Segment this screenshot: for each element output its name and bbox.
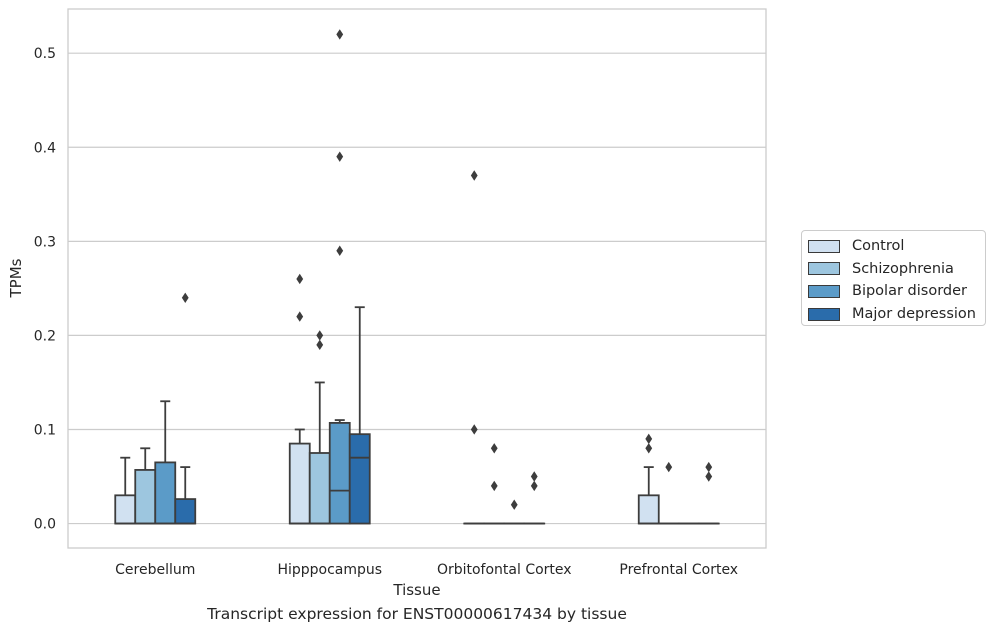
grid-lines bbox=[68, 52, 766, 525]
x-tick-label: Hipppocampus bbox=[277, 562, 382, 578]
box bbox=[637, 494, 660, 525]
y-tick-label: 0.4 bbox=[34, 140, 56, 156]
outlier-point bbox=[296, 311, 304, 322]
legend-swatch bbox=[808, 262, 840, 276]
legend-item: Schizophrenia bbox=[808, 258, 985, 281]
legend: Control Schizophrenia Bipolar disorder Majo… bbox=[801, 230, 986, 326]
legend-label: Bipolar disorder bbox=[852, 283, 967, 300]
x-tick-label: Prefrontal Cortex bbox=[619, 562, 738, 578]
y-tick-label: 0.2 bbox=[34, 328, 56, 344]
legend-swatch bbox=[808, 239, 840, 253]
box bbox=[134, 469, 157, 525]
box bbox=[348, 433, 371, 525]
outlier-point bbox=[336, 151, 344, 162]
outlier-point bbox=[316, 339, 324, 351]
box bbox=[114, 494, 137, 525]
box bbox=[328, 421, 351, 525]
y-axis-ticks: 0.0 0.1 0.2 0.3 0.4 0.5 bbox=[34, 46, 56, 532]
y-tick-label: 0.3 bbox=[34, 234, 56, 250]
y-tick-label: 0.5 bbox=[34, 46, 56, 62]
box bbox=[308, 452, 331, 525]
box bbox=[288, 442, 311, 525]
outlier-point bbox=[705, 471, 713, 482]
y-tick-label: 0.0 bbox=[34, 517, 56, 533]
box-plot-area bbox=[114, 29, 720, 525]
outlier-point bbox=[530, 480, 538, 492]
outlier-point bbox=[470, 170, 478, 181]
box bbox=[174, 498, 197, 525]
outlier-point bbox=[705, 461, 713, 473]
legend-item: Bipolar disorder bbox=[808, 280, 985, 303]
x-axis-label: Tissue bbox=[392, 581, 440, 599]
x-axis-ticks: Cerebellum Hipppocampus Orbitofontal Corte… bbox=[115, 562, 738, 578]
legend-label: Major depression bbox=[852, 306, 976, 323]
y-tick-label: 0.1 bbox=[34, 422, 56, 438]
y-axis-label: TPMs bbox=[7, 258, 25, 298]
outlier-point bbox=[510, 499, 518, 510]
outlier-point bbox=[645, 433, 653, 445]
outlier-point bbox=[296, 273, 304, 285]
outlier-point bbox=[665, 461, 673, 473]
outlier-point bbox=[316, 330, 324, 341]
outlier-point bbox=[470, 424, 478, 435]
legend-swatch bbox=[808, 284, 840, 298]
outlier-point bbox=[181, 292, 189, 303]
legend-swatch bbox=[808, 307, 840, 321]
legend-label: Control bbox=[852, 238, 905, 255]
outlier-point bbox=[336, 29, 344, 40]
legend-item: Major depression bbox=[808, 303, 985, 326]
chart-title: Transcript expression for ENST0000061743… bbox=[207, 605, 627, 623]
x-tick-label: Cerebellum bbox=[115, 562, 195, 578]
legend-label: Schizophrenia bbox=[852, 260, 954, 277]
outlier-point bbox=[490, 480, 498, 492]
outlier-point bbox=[336, 245, 344, 256]
outlier-point bbox=[530, 471, 538, 482]
legend-item: Control bbox=[808, 235, 985, 258]
outlier-point bbox=[490, 443, 498, 454]
x-tick-label: Orbitofontal Cortex bbox=[437, 562, 572, 578]
box bbox=[154, 461, 177, 525]
outlier-point bbox=[645, 443, 653, 454]
plot-frame bbox=[67, 8, 767, 549]
